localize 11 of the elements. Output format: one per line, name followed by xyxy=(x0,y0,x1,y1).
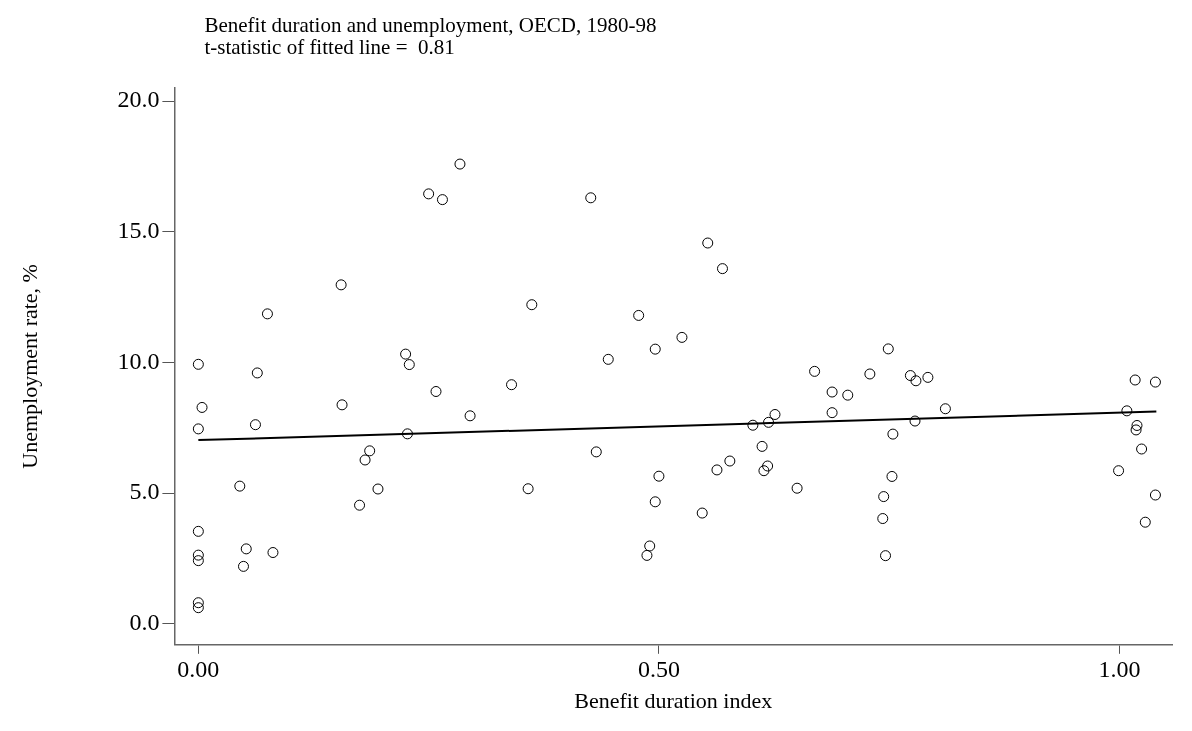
x-tick-label: 1.00 xyxy=(1098,656,1141,683)
x-tick-label: 0.00 xyxy=(177,656,220,683)
x-axis-title: Benefit duration index xyxy=(574,687,773,713)
chart-title: Benefit duration and unemployment, OECD, 1980-98 xyxy=(204,13,657,37)
y-tick-label: 0.0 xyxy=(129,609,160,636)
x-tick-label: 0.50 xyxy=(637,656,680,683)
y-tick-label: 20.0 xyxy=(117,86,160,113)
y-tick-label: 10.0 xyxy=(117,347,160,374)
y-tick-label: 5.0 xyxy=(129,478,160,505)
y-axis-title: Unemployment rate, % xyxy=(16,264,42,469)
y-tick-label: 15.0 xyxy=(117,217,160,244)
